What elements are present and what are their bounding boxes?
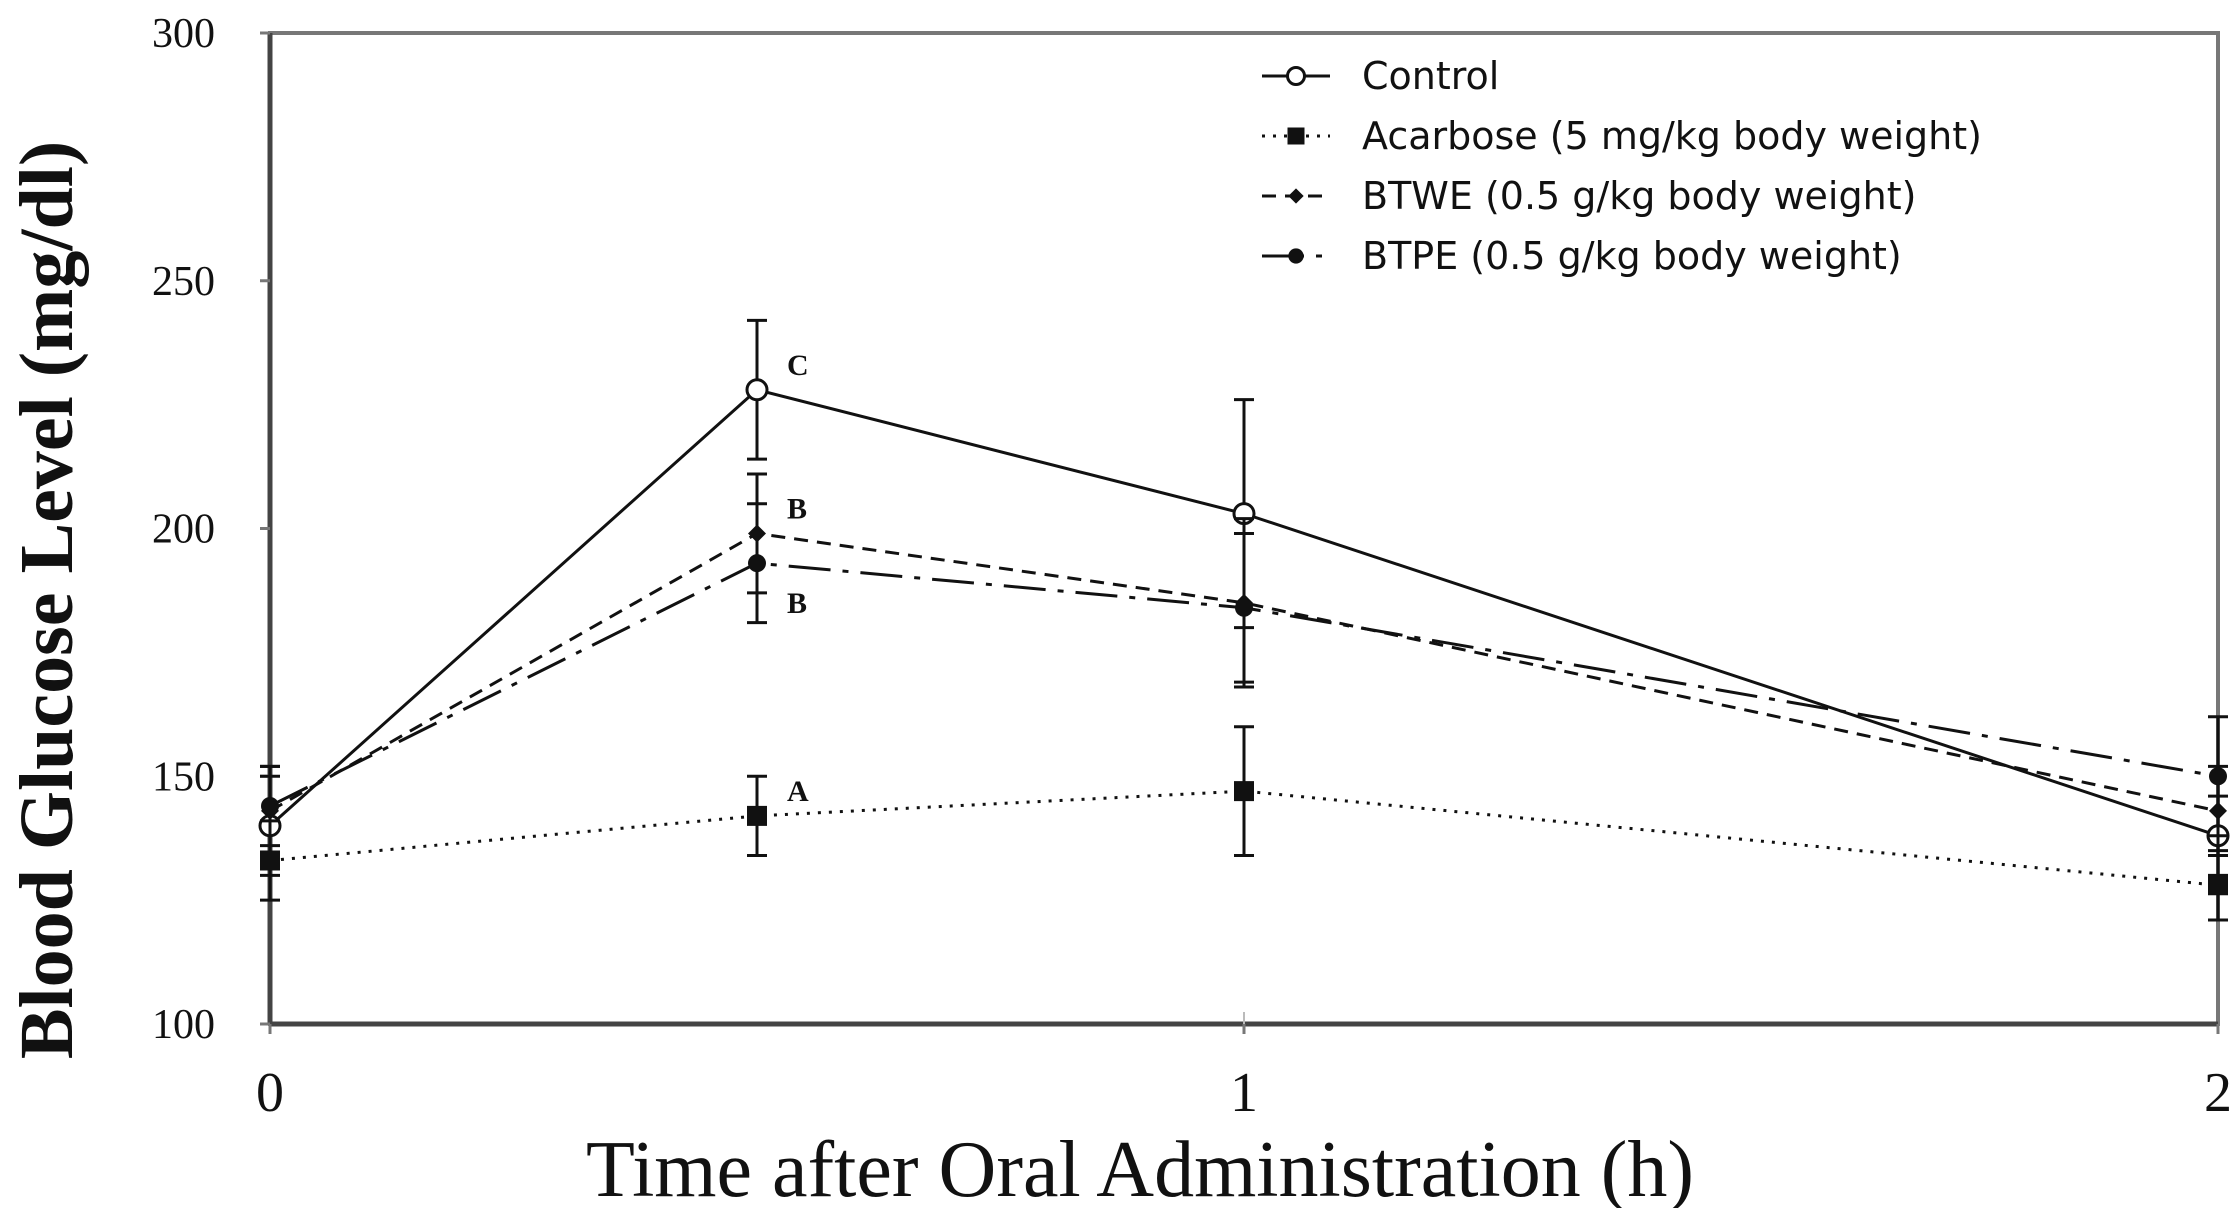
y-axis-title: Blood Glucose Level (mg/dl) xyxy=(5,141,89,1059)
series-line xyxy=(269,561,2219,808)
y-tick-label: 200 xyxy=(152,507,215,553)
legend-marker xyxy=(1288,188,1304,204)
annotations-layer: C B B A xyxy=(787,349,809,808)
data-point xyxy=(747,805,767,826)
y-tick-label: 300 xyxy=(152,11,215,57)
x-tick-label: 1 xyxy=(1230,1062,1258,1124)
y-tick-label: 250 xyxy=(152,259,215,305)
series-line xyxy=(269,531,2219,813)
y-tick-label: 150 xyxy=(152,754,215,800)
series-line xyxy=(269,789,2219,887)
legend-label: Acarbose (5 mg/kg body weight) xyxy=(1362,114,1982,158)
legend: Control Acarbose (5 mg/kg body weight) BTW… xyxy=(1262,54,1982,278)
data-point xyxy=(261,796,279,815)
data-point xyxy=(1235,598,1253,617)
legend-label: BTPE (0.5 g/kg body weight) xyxy=(1362,234,1902,278)
x-axis-title: Time after Oral Administration (h) xyxy=(586,1126,1694,1208)
significance-label: C xyxy=(787,349,809,382)
legend-marker xyxy=(1288,248,1304,264)
legend-label: Control xyxy=(1362,54,1499,98)
series-2 xyxy=(260,725,2228,922)
legend-marker xyxy=(1287,127,1305,145)
data-point xyxy=(1234,781,1254,802)
series-line xyxy=(268,388,2219,838)
significance-label: A xyxy=(787,775,809,808)
legend-marker xyxy=(1286,66,1306,86)
x-tick-label: 0 xyxy=(256,1062,284,1124)
data-point xyxy=(748,554,766,573)
series-4 xyxy=(260,502,2228,848)
significance-label: B xyxy=(787,587,807,620)
y-tick-label: 100 xyxy=(152,1002,215,1048)
data-point xyxy=(2209,767,2227,786)
series-layer xyxy=(258,318,2230,922)
legend-label: BTWE (0.5 g/kg body weight) xyxy=(1362,174,1916,218)
axes: 100 150 200 250 300 0 1 2 xyxy=(152,11,2232,1124)
data-point xyxy=(2208,875,2228,896)
significance-label: B xyxy=(787,493,807,526)
x-tick-label: 2 xyxy=(2204,1062,2232,1124)
data-point xyxy=(745,378,769,402)
